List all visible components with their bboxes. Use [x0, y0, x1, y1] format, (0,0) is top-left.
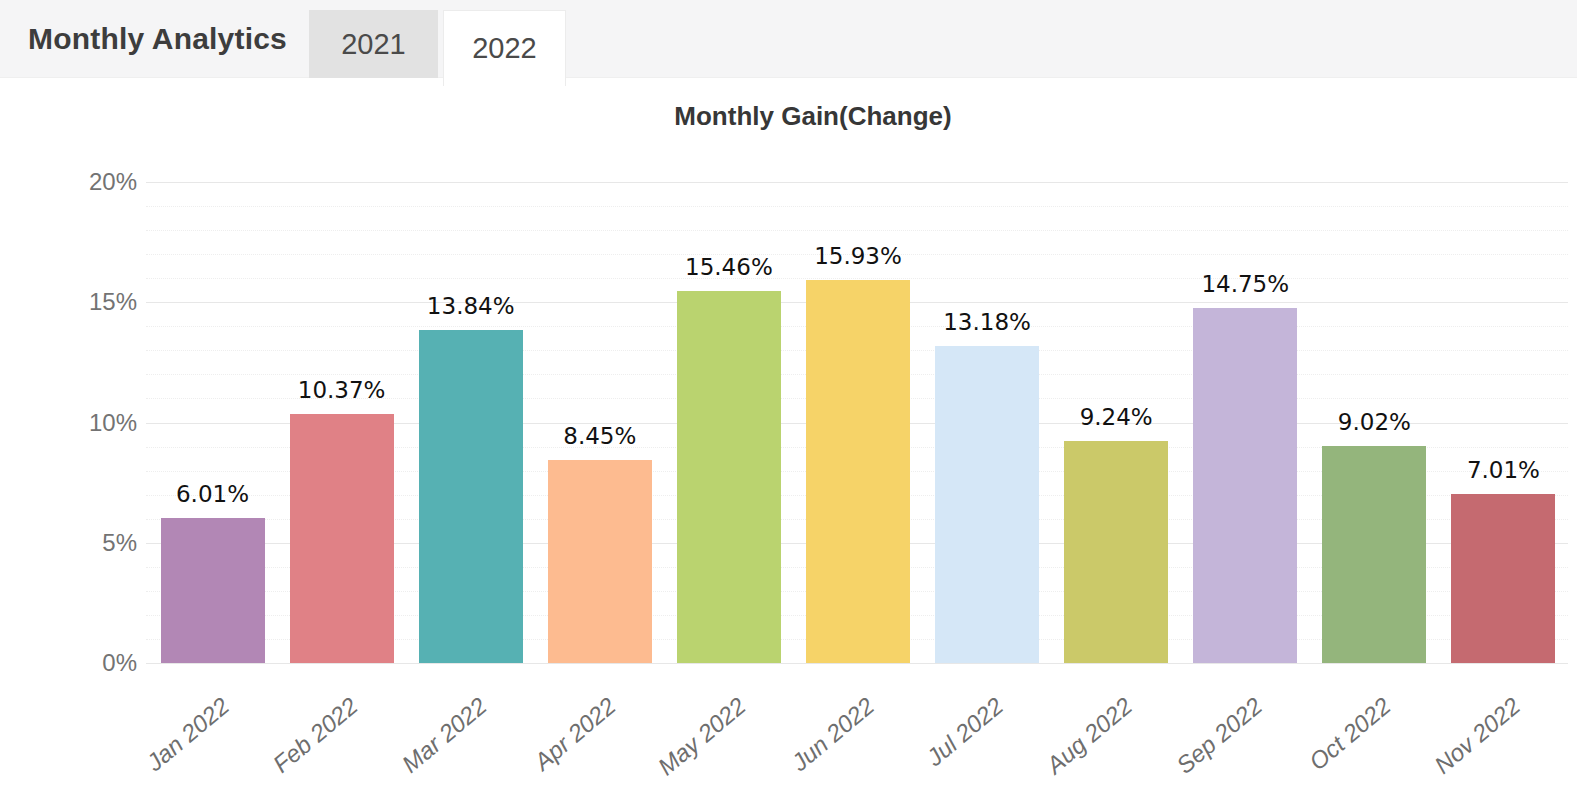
- bar[interactable]: [548, 460, 652, 663]
- gridline-major: [146, 182, 1568, 183]
- x-axis-label: Mar 2022: [397, 692, 493, 779]
- y-axis-tick-label: 0%: [0, 648, 137, 678]
- x-axis-label: Apr 2022: [529, 692, 622, 776]
- y-axis-tick-label: 5%: [0, 528, 137, 558]
- y-axis-tick-label: 15%: [0, 287, 137, 317]
- bar-chart: 0%5%10%15%20%6.01%Jan 202210.37%Feb 2022…: [0, 0, 1577, 807]
- gridline-minor: [146, 230, 1568, 231]
- x-axis-label: May 2022: [652, 692, 751, 781]
- y-axis-tick-label: 20%: [0, 167, 137, 197]
- bar[interactable]: [677, 291, 781, 663]
- gridline-minor: [146, 206, 1568, 207]
- bar[interactable]: [935, 346, 1039, 663]
- tab-2021[interactable]: 2021: [309, 10, 438, 78]
- bar-value-label: 15.93%: [748, 242, 968, 270]
- x-axis-label: Jul 2022: [922, 692, 1010, 772]
- bar[interactable]: [1193, 308, 1297, 663]
- gridline-major: [146, 663, 1568, 664]
- bar-value-label: 13.18%: [877, 308, 1097, 336]
- x-axis-label: Nov 2022: [1429, 692, 1526, 779]
- bar[interactable]: [806, 280, 910, 663]
- bar-value-label: 14.75%: [1135, 270, 1355, 298]
- x-axis-label: Jun 2022: [786, 692, 880, 777]
- bar-value-label: 13.84%: [361, 292, 581, 320]
- x-axis-label: Feb 2022: [268, 692, 364, 779]
- bar[interactable]: [290, 414, 394, 663]
- x-axis-label: Jan 2022: [141, 692, 235, 777]
- x-axis-label: Oct 2022: [1304, 692, 1397, 776]
- bar-value-label: 9.02%: [1264, 408, 1484, 436]
- analytics-window: Monthly Analytics 2021 2022 Monthly Gain…: [0, 0, 1577, 807]
- x-axis-label: Aug 2022: [1041, 692, 1138, 780]
- bar[interactable]: [1451, 494, 1555, 663]
- bar[interactable]: [1064, 441, 1168, 663]
- tab-2022[interactable]: 2022: [443, 10, 566, 86]
- bar[interactable]: [419, 330, 523, 663]
- x-axis-label: Sep 2022: [1171, 692, 1268, 780]
- bar-value-label: 7.01%: [1393, 456, 1577, 484]
- bar[interactable]: [161, 518, 265, 663]
- y-axis-tick-label: 10%: [0, 408, 137, 438]
